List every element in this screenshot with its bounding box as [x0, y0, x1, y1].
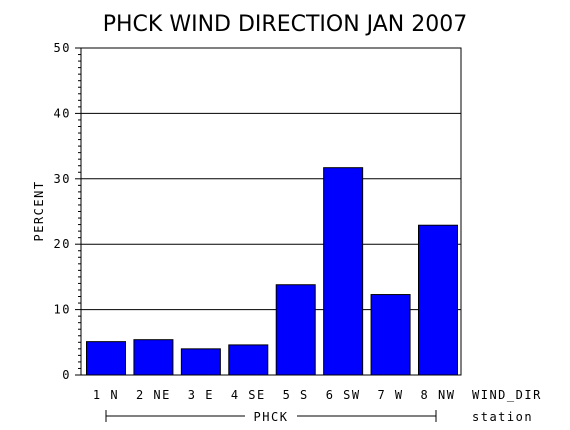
y-axis-label: PERCENT — [32, 180, 46, 241]
bar — [133, 339, 174, 376]
gridlines — [81, 112, 461, 311]
station-group-bracket: PHCK — [105, 410, 437, 424]
bar — [418, 224, 458, 376]
y-tick-label: 50 — [54, 41, 71, 55]
bar — [180, 348, 221, 376]
x-axis-ticks: 1 N 2 NE 3 E 4 SE 5 S 6 SW 7 W 8 NW — [93, 388, 456, 402]
x-tick-label: 4 SE — [231, 388, 266, 402]
station-axis-label: station — [472, 410, 533, 424]
x-tick-label: 5 S — [283, 388, 309, 402]
y-tick-label: 0 — [62, 368, 71, 382]
bar — [86, 341, 126, 376]
x-tick-label: 8 NW — [421, 388, 456, 402]
y-tick-label: 10 — [54, 303, 71, 317]
chart-title: PHCK WIND DIRECTION JAN 2007 — [103, 12, 467, 37]
y-tick-label: 20 — [54, 237, 71, 251]
x-tick-label: 6 SW — [326, 388, 361, 402]
bar — [370, 294, 411, 376]
x-tick-label: 1 N — [93, 388, 119, 402]
station-group-label: PHCK — [254, 410, 289, 424]
y-tick-label: 30 — [54, 172, 71, 186]
bar — [323, 167, 364, 376]
x-tick-label: 2 NE — [136, 388, 171, 402]
bar — [228, 344, 269, 376]
x-tick-label: 7 W — [377, 388, 403, 402]
x-axis-label: WIND_DIR — [472, 388, 542, 402]
bar — [275, 284, 316, 376]
x-tick-label: 3 E — [188, 388, 214, 402]
y-tick-label: 40 — [54, 106, 71, 120]
bars — [86, 167, 458, 376]
y-axis-ticks: 0 10 20 30 40 50 — [54, 41, 81, 382]
